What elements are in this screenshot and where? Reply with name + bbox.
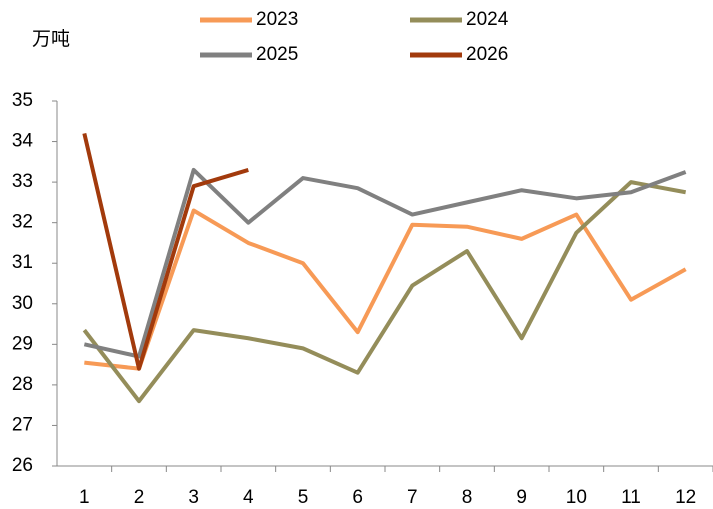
y-tick-label: 26 [12, 455, 33, 476]
series-line [82, 132, 249, 371]
x-tick-label: 4 [243, 487, 254, 508]
x-tick-label: 10 [566, 487, 587, 508]
series-line [82, 180, 687, 404]
x-tick-label: 11 [621, 487, 641, 508]
legend-label: 2024 [466, 9, 509, 30]
y-tick-label: 30 [12, 293, 33, 314]
legend-label: 2023 [256, 9, 298, 30]
x-tick-label: 12 [675, 487, 696, 508]
x-tick-label: 5 [298, 487, 309, 508]
x-tick-label: 7 [407, 487, 418, 508]
y-tick-label: 27 [12, 414, 33, 435]
x-tick-label: 3 [188, 487, 199, 508]
y-axis-unit: 万吨 [32, 28, 70, 50]
x-tick-label: 2 [134, 487, 145, 508]
y-tick-label: 35 [12, 90, 33, 111]
y-tick-label: 33 [12, 171, 33, 192]
y-tick-label: 29 [12, 333, 33, 354]
y-tick-label: 32 [12, 212, 33, 233]
y-tick-label: 34 [12, 131, 34, 152]
x-tick-label: 1 [79, 487, 90, 508]
legend-label: 2025 [256, 44, 298, 65]
legend-label: 2026 [466, 44, 508, 65]
y-tick-label: 31 [12, 252, 33, 273]
x-tick-label: 9 [516, 487, 527, 508]
x-tick-label: 6 [352, 487, 363, 508]
y-tick-label: 28 [12, 374, 33, 395]
series-line [84, 208, 687, 371]
x-tick-label: 8 [462, 487, 473, 508]
series-line [83, 167, 687, 359]
